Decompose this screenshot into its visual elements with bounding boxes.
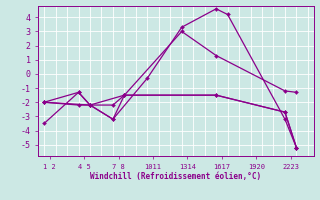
X-axis label: Windchill (Refroidissement éolien,°C): Windchill (Refroidissement éolien,°C)	[91, 172, 261, 181]
